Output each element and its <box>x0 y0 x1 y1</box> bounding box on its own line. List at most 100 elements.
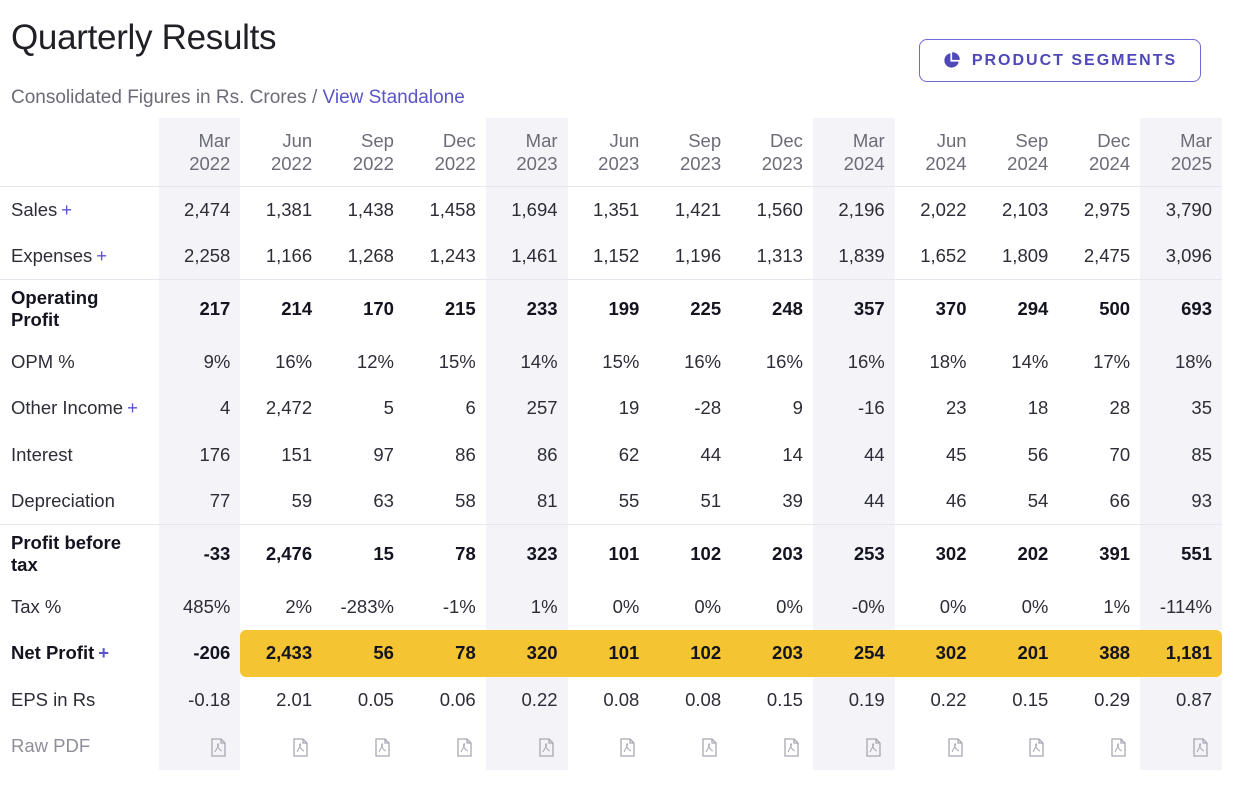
value-cell: 2,472 <box>265 397 313 419</box>
period-header: Dec 2022 <box>403 118 486 187</box>
value-cell: 9% <box>158 338 241 385</box>
raw-pdf-cell[interactable] <box>649 723 731 770</box>
pdf-file-icon[interactable] <box>1193 738 1208 757</box>
value-cell: 225 <box>649 279 732 339</box>
value-cell: 254 <box>812 630 895 677</box>
raw-pdf-cell[interactable] <box>1058 723 1140 770</box>
value-cell: 302 <box>894 524 977 584</box>
pdf-file-icon[interactable] <box>375 738 390 757</box>
value-cell: 0.19 <box>812 676 895 723</box>
other-income-label-cell[interactable]: Other Income + <box>0 385 159 432</box>
row-eps: EPS in Rs -0.18 2.01 0.05 0.06 0.22 0.08 0.08 0.… <box>0 676 1222 723</box>
value-cell: -16 <box>812 385 895 432</box>
value-cell: 248 <box>731 279 813 339</box>
value-cell: 0.22 <box>485 676 568 723</box>
raw-pdf-cell[interactable] <box>322 723 404 770</box>
raw-pdf-cell[interactable] <box>158 723 241 770</box>
value-cell: 2,196 <box>812 186 895 233</box>
raw-pdf-cell[interactable] <box>485 723 568 770</box>
value-cell: 176 <box>158 431 241 478</box>
row-interest: Interest 176 151 97 86 86 62 44 14 44 45 56 70 85 <box>0 431 1222 478</box>
expand-plus-icon[interactable]: + <box>98 642 110 664</box>
product-segments-button[interactable]: PRODUCT SEGMENTS <box>919 39 1201 82</box>
value-cell: 693 <box>1140 279 1222 339</box>
period-year: 2022 <box>352 153 394 174</box>
value-cell: 15% <box>438 350 476 372</box>
pdf-file-icon[interactable] <box>866 738 881 757</box>
period-month: Dec <box>770 130 803 151</box>
raw-pdf-label: Raw PDF <box>11 735 91 757</box>
row-profit-before-tax: Profit before tax -33 2,476 15 78 323 101 102 20… <box>0 524 1222 584</box>
expand-plus-icon[interactable]: + <box>127 397 138 419</box>
pdf-file-icon[interactable] <box>457 738 472 757</box>
pdf-file-icon[interactable] <box>1111 738 1126 757</box>
raw-pdf-cell[interactable] <box>568 723 650 770</box>
profit-before-tax-label-cell: Profit before tax <box>0 524 159 584</box>
net-profit-label-cell[interactable]: Net Profit + <box>0 630 159 677</box>
pie-chart-icon <box>944 52 960 68</box>
value-cell: 97 <box>373 443 394 465</box>
period-header: Mar 2024 <box>812 118 895 187</box>
tax-label: Tax % <box>11 595 62 617</box>
raw-pdf-cell[interactable] <box>404 723 486 770</box>
value-cell: 0.15 <box>1012 688 1049 710</box>
value-cell: 1,560 <box>756 199 803 220</box>
pdf-file-icon[interactable] <box>620 738 635 757</box>
value-cell: 1,458 <box>429 199 476 220</box>
pdf-file-icon[interactable] <box>947 738 963 757</box>
value-cell: -283% <box>340 595 394 617</box>
period-year: 2023 <box>761 153 803 174</box>
raw-pdf-cell[interactable] <box>812 723 895 770</box>
view-standalone-link[interactable]: View Standalone <box>322 87 465 108</box>
row-other-income[interactable]: Other Income +4 2,472 5 6 257 19 -28 9 -16 23 18 28 3… <box>0 385 1222 432</box>
period-year: 2022 <box>270 153 313 174</box>
value-cell: 86 <box>485 431 568 478</box>
period-year: 2024 <box>925 153 967 174</box>
pdf-file-icon[interactable] <box>293 738 308 757</box>
pdf-file-icon[interactable] <box>1029 738 1044 757</box>
value-cell: 18 <box>1027 397 1049 419</box>
value-cell: 78 <box>403 524 486 584</box>
row-expenses[interactable]: Expenses +2,258 1,166 1,268 1,243 1,461 1,152 1… <box>0 233 1222 280</box>
pdf-file-icon[interactable] <box>211 738 226 757</box>
row-net-profit[interactable]: Net Profit + -206 2,433 56 78 320 101 102 203 254 3… <box>0 630 1222 677</box>
value-cell: -114% <box>1140 583 1222 630</box>
expand-plus-icon[interactable]: + <box>61 199 73 220</box>
row-sales[interactable]: Sales +2,474 1,381 1,438 1,458 1,694 1,351 1,42… <box>0 186 1222 234</box>
value-cell: 1,421 <box>674 199 722 220</box>
value-cell: 102 <box>649 524 732 584</box>
raw-pdf-cell[interactable] <box>895 723 977 770</box>
value-cell: 15% <box>602 350 640 372</box>
value-cell: 23 <box>945 397 967 419</box>
raw-pdf-cell[interactable] <box>731 723 813 770</box>
pdf-file-icon[interactable] <box>702 738 717 757</box>
period-header: Sep 2022 <box>322 118 404 187</box>
value-cell: 151 <box>281 443 313 465</box>
period-month: Mar <box>1180 130 1212 151</box>
value-cell: 294 <box>976 279 1059 339</box>
value-cell: 1,438 <box>347 199 394 220</box>
sales-label-cell[interactable]: Sales + <box>0 187 159 234</box>
period-month: Mar <box>852 130 885 151</box>
expenses-label-cell[interactable]: Expenses + <box>0 233 159 280</box>
value-cell: 0.15 <box>766 688 803 710</box>
period-year: 2022 <box>189 153 231 174</box>
expand-plus-icon[interactable]: + <box>96 245 108 266</box>
value-cell: 101 <box>567 524 650 584</box>
period-month: Sep <box>361 130 394 151</box>
value-cell: 214 <box>240 279 323 339</box>
value-cell: 203 <box>731 524 813 584</box>
value-cell: 16% <box>275 350 313 372</box>
pdf-file-icon[interactable] <box>784 738 799 757</box>
raw-pdf-cell[interactable] <box>1140 723 1222 770</box>
table-header-row: Mar 2022 Jun 2022 Sep 2022 Dec 2022 Mar 2023 Jun 20… <box>0 118 1222 187</box>
period-month: Sep <box>1015 130 1049 151</box>
value-cell: 1,181 <box>1140 630 1222 677</box>
period-month: Mar <box>525 130 558 151</box>
period-month: Sep <box>688 130 722 151</box>
value-cell: 12% <box>356 350 394 372</box>
raw-pdf-cell[interactable] <box>240 723 322 770</box>
value-cell: 370 <box>894 279 977 339</box>
pdf-file-icon[interactable] <box>538 738 554 757</box>
raw-pdf-cell[interactable] <box>977 723 1059 770</box>
